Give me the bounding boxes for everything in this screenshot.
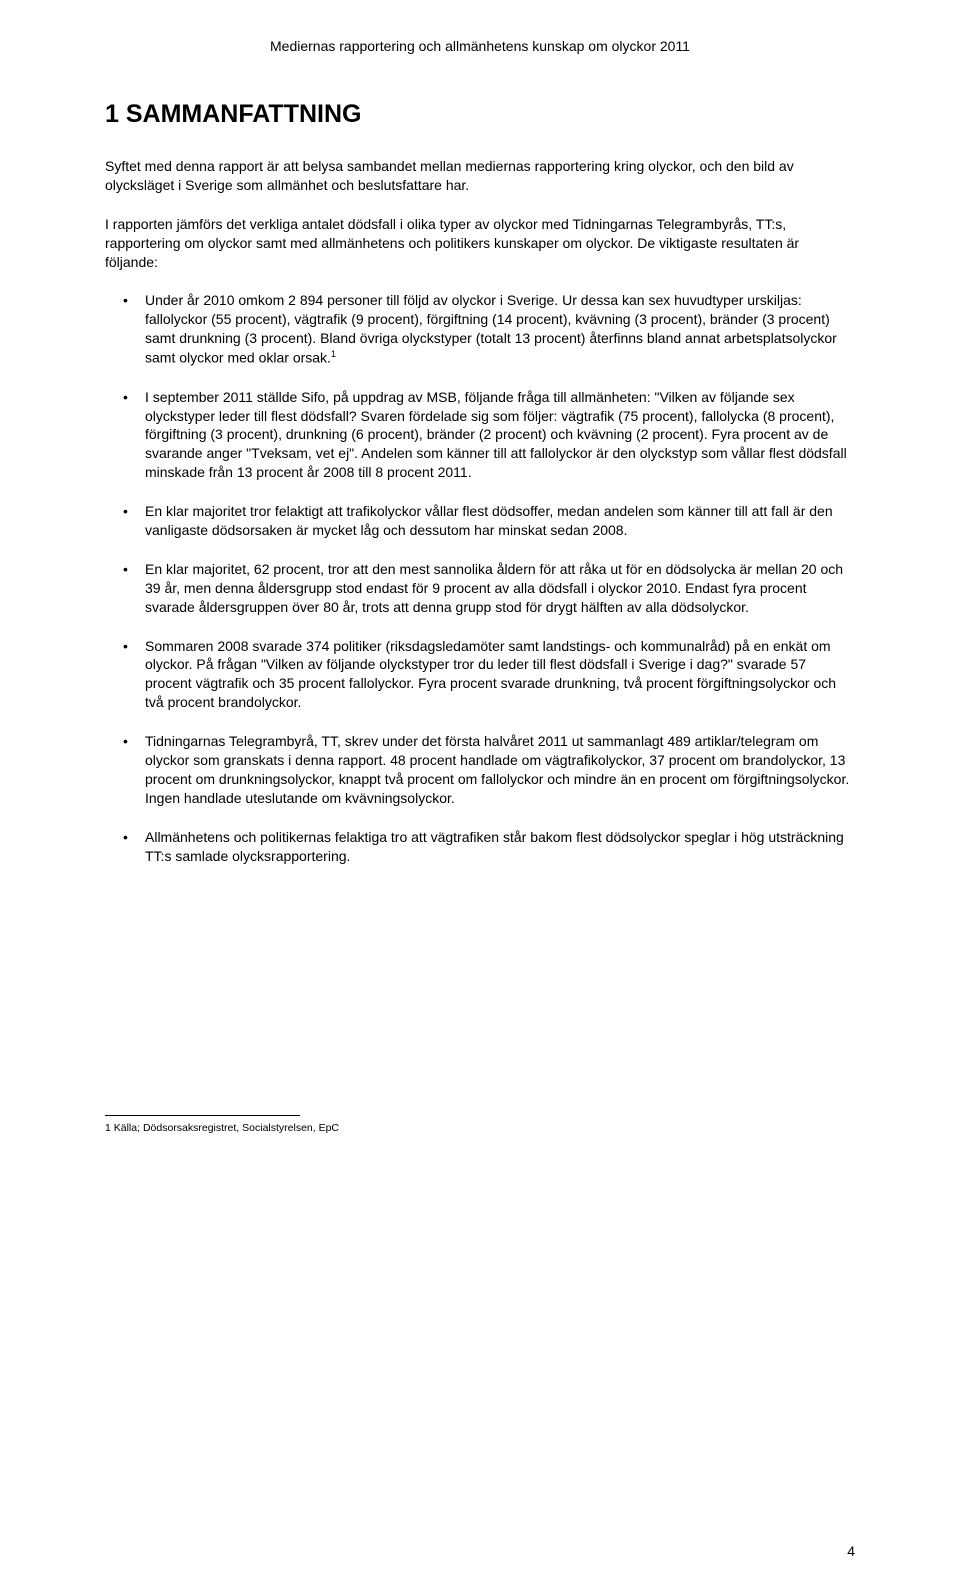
list-item: En klar majoritet tror felaktigt att tra… <box>105 502 855 540</box>
list-item: I september 2011 ställde Sifo, på uppdra… <box>105 388 855 482</box>
list-item: Under år 2010 omkom 2 894 personer till … <box>105 291 855 367</box>
list-item: Tidningarnas Telegrambyrå, TT, skrev und… <box>105 732 855 808</box>
footnote-separator <box>105 1115 300 1116</box>
footnote-reference: 1 <box>331 349 336 359</box>
list-item-text: Under år 2010 omkom 2 894 personer till … <box>145 292 837 365</box>
intro-paragraph-1: Syftet med denna rapport är att belysa s… <box>105 157 855 195</box>
bullet-list: Under år 2010 omkom 2 894 personer till … <box>105 291 855 865</box>
list-item: En klar majoritet, 62 procent, tror att … <box>105 560 855 617</box>
page-number: 4 <box>847 1543 855 1559</box>
page-title: 1 SAMMANFATTNING <box>105 100 855 129</box>
document-header: Mediernas rapportering och allmänhetens … <box>105 38 855 54</box>
footnote: 1 Källa; Dödsorsaksregistret, Socialstyr… <box>105 1122 855 1134</box>
list-item-text: Sommaren 2008 svarade 374 politiker (rik… <box>145 638 836 711</box>
footnote-text: Källa; Dödsorsaksregistret, Socialstyrel… <box>111 1122 339 1134</box>
intro-paragraph-2: I rapporten jämförs det verkliga antalet… <box>105 215 855 272</box>
list-item-text: Allmänhetens och politikernas felaktiga … <box>145 829 844 864</box>
list-item: Sommaren 2008 svarade 374 politiker (rik… <box>105 637 855 713</box>
list-item-text: I september 2011 ställde Sifo, på uppdra… <box>145 389 847 481</box>
list-item: Allmänhetens och politikernas felaktiga … <box>105 828 855 866</box>
list-item-text: En klar majoritet, 62 procent, tror att … <box>145 561 843 615</box>
list-item-text: En klar majoritet tror felaktigt att tra… <box>145 503 833 538</box>
list-item-text: Tidningarnas Telegrambyrå, TT, skrev und… <box>145 733 849 806</box>
